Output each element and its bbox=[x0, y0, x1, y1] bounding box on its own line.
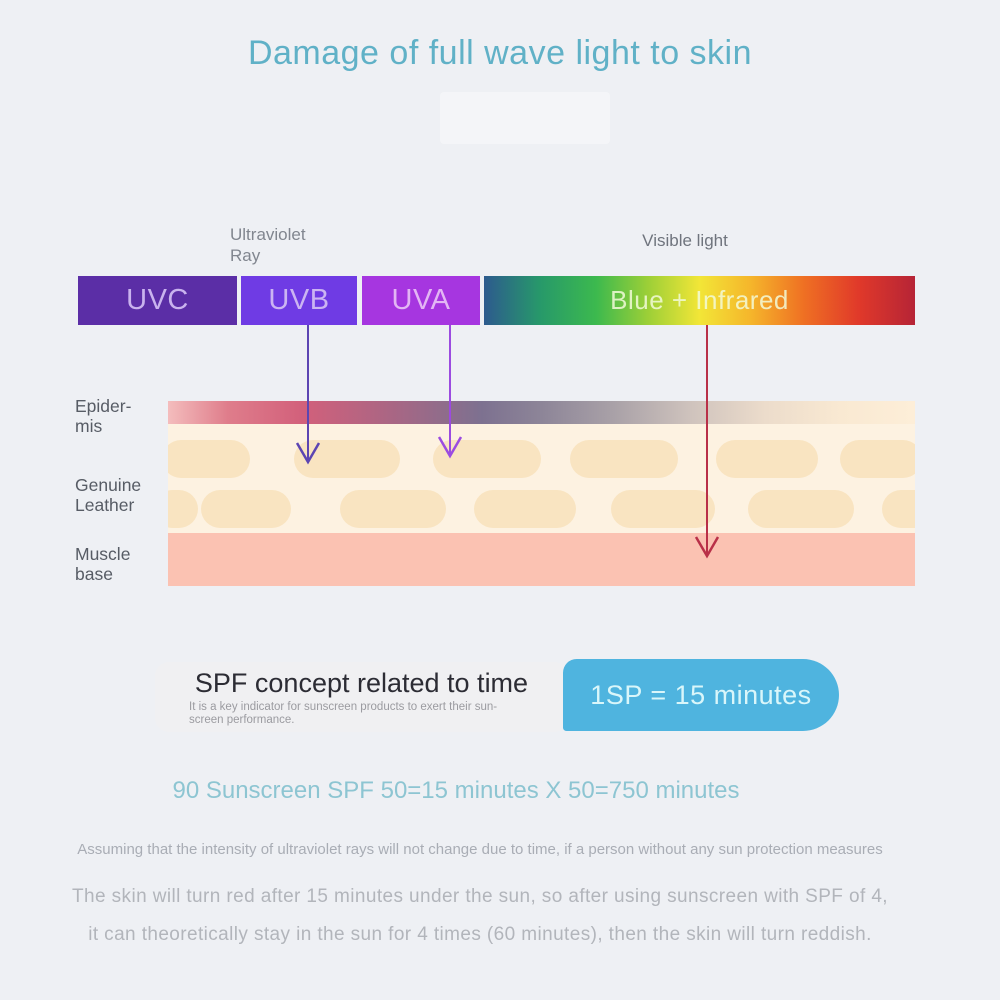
dermis-layer bbox=[168, 424, 915, 533]
page-title: Damage of full wave light to skin bbox=[247, 34, 753, 72]
muscle-layer bbox=[168, 533, 915, 586]
uvb-band: UVB bbox=[241, 276, 357, 325]
assumption-note: Assuming that the intensity of ultraviol… bbox=[77, 841, 883, 858]
body-text-line-2: it can theoretically stay in the sun for… bbox=[88, 924, 872, 945]
uva-band-label: UVA bbox=[391, 284, 451, 316]
ultraviolet-ray-label: Ultraviolet Ray bbox=[230, 225, 306, 265]
uvc-band-label: UVC bbox=[126, 284, 189, 316]
uvb-band-label: UVB bbox=[268, 284, 330, 316]
spf-heading: SPF concept related to time bbox=[194, 668, 529, 698]
visible-light-band-label: Blue + Infrared bbox=[610, 285, 789, 315]
uvc-band: UVC bbox=[78, 276, 237, 325]
watermark-patch bbox=[440, 92, 610, 144]
spf-subtext: It is a key indicator for sunscreen prod… bbox=[189, 701, 498, 726]
dermis-tissue-blob bbox=[474, 490, 576, 528]
dermis-tissue-blob bbox=[340, 490, 446, 528]
visible-light-label: Visible light bbox=[642, 231, 728, 250]
dermis-tissue-blob bbox=[294, 440, 400, 478]
dermis-tissue-blob bbox=[168, 490, 198, 528]
dermis-tissue-blob bbox=[570, 440, 678, 478]
genuine-leather-label: Genuine Leather bbox=[75, 475, 142, 515]
dermis-tissue-blob bbox=[748, 490, 854, 528]
uva-band: UVA bbox=[362, 276, 480, 325]
spf-time-badge-label: 1SP = 15 minutes bbox=[590, 679, 812, 710]
dermis-tissue-blob bbox=[840, 440, 915, 478]
muscle-base-label: Muscle base bbox=[75, 544, 131, 584]
spf-concept-box: SPF concept related to time It is a key … bbox=[155, 662, 568, 732]
spf-time-badge: 1SP = 15 minutes bbox=[563, 659, 839, 731]
dermis-tissue-blob bbox=[882, 490, 915, 528]
dermis-tissue-blob bbox=[201, 490, 291, 528]
dermis-tissue-blob bbox=[611, 490, 715, 528]
dermis-tissue-blob bbox=[716, 440, 818, 478]
visible-light-band: Blue + Infrared bbox=[484, 276, 915, 325]
epidermis-layer bbox=[168, 401, 915, 424]
spf-formula-text: 90 Sunscreen SPF 50=15 minutes X 50=750 … bbox=[172, 777, 740, 804]
dermis-tissue-blob bbox=[433, 440, 541, 478]
dermis-tissue-blob bbox=[168, 440, 250, 478]
epidermis-label: Epider- mis bbox=[75, 396, 132, 436]
body-text-line-1: The skin will turn red after 15 minutes … bbox=[72, 886, 888, 907]
